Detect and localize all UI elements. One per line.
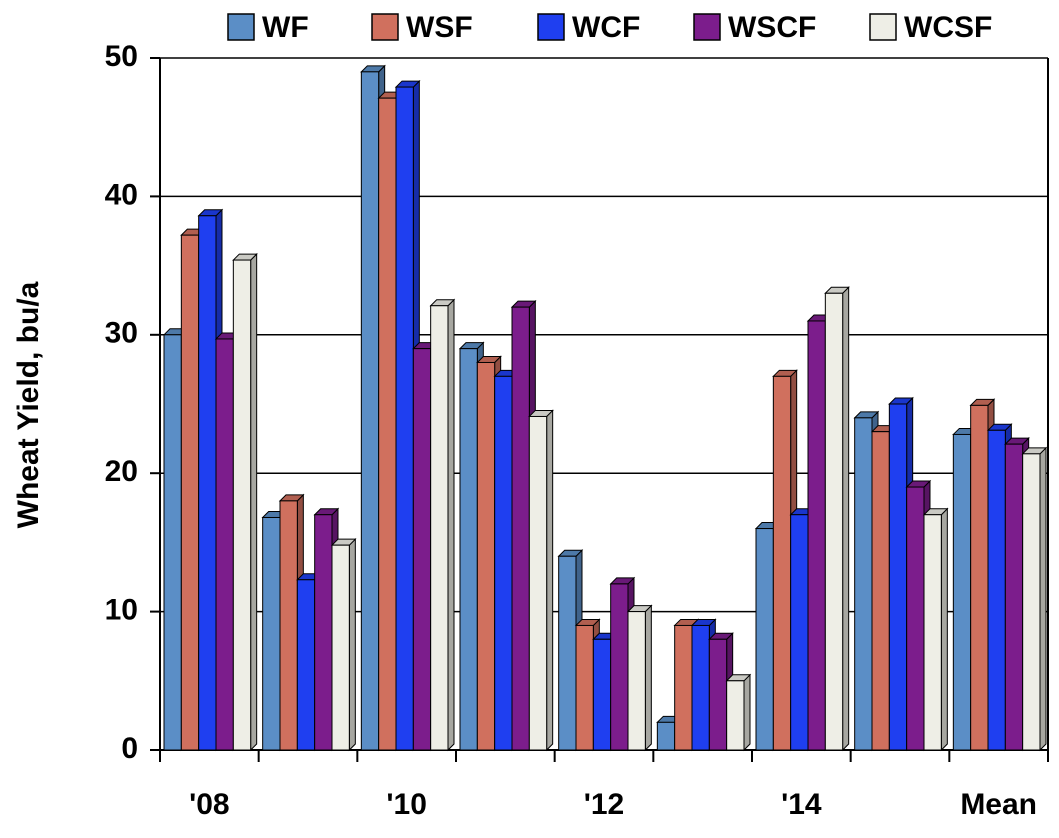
legend-swatch [869,13,897,41]
y-tick-label: 0 [121,732,138,765]
legend-label: WCF [572,11,640,44]
bar [656,721,676,751]
bar [772,375,792,751]
bar-side [447,298,455,752]
legend-swatch [227,13,255,41]
y-tick-label: 40 [105,178,138,211]
bar [592,638,612,751]
bar [987,429,1006,751]
bar [459,348,478,751]
bar-side [1039,446,1047,752]
x-tick-label: '10 [386,788,427,821]
bar-side [348,537,356,752]
bar [232,259,252,751]
legend-swatch [371,13,399,41]
bar-side [546,409,554,752]
bar [871,431,890,751]
bar [790,514,809,751]
x-tick-label: '08 [189,788,230,821]
legend-label: WF [262,11,309,44]
bar [755,528,774,751]
bar [627,611,646,751]
bar [558,555,577,751]
bar [262,516,281,751]
bar [674,624,693,751]
bar [952,433,972,751]
bar [1004,443,1024,751]
bar [528,415,548,751]
y-tick-label: 30 [105,317,138,350]
bar [395,86,414,751]
bar [807,320,826,751]
bar [296,579,316,751]
bar-side [250,252,258,752]
bar [923,514,942,751]
bar [970,404,989,751]
bar [476,361,496,751]
bar-side [842,286,850,752]
bar [824,292,844,751]
bar [726,680,745,751]
bar-side [644,604,652,752]
bar [888,403,908,751]
legend-swatch [693,13,721,41]
bar [180,234,200,751]
y-tick-label: 10 [105,594,138,627]
bar [1022,453,1041,751]
bar [412,348,432,751]
bar [198,215,217,751]
x-tick-label: '12 [584,788,625,821]
legend-label: WSF [406,11,473,44]
y-tick-label: 50 [105,40,138,73]
bar [360,71,380,751]
bar [163,334,182,751]
x-tick-label: Mean [960,788,1037,821]
y-axis-label: Wheat Yield, bu/a [12,281,45,528]
bar-side [743,673,751,752]
x-tick-label: '14 [781,788,822,821]
bar [575,624,594,751]
bar [279,500,298,751]
bar [331,544,350,751]
bar [314,514,333,751]
legend-label: WCSF [904,11,992,44]
bar-side [940,507,948,752]
bar [494,375,513,751]
bar [610,583,629,751]
bar [854,417,873,751]
bar [691,624,710,751]
bar [511,306,530,751]
bar [708,638,728,751]
bar [215,338,234,751]
bar [378,97,397,751]
bar [906,486,925,751]
legend-label: WSCF [728,11,816,44]
legend-swatch [537,13,565,41]
y-tick-label: 20 [105,455,138,488]
bar [430,305,449,751]
